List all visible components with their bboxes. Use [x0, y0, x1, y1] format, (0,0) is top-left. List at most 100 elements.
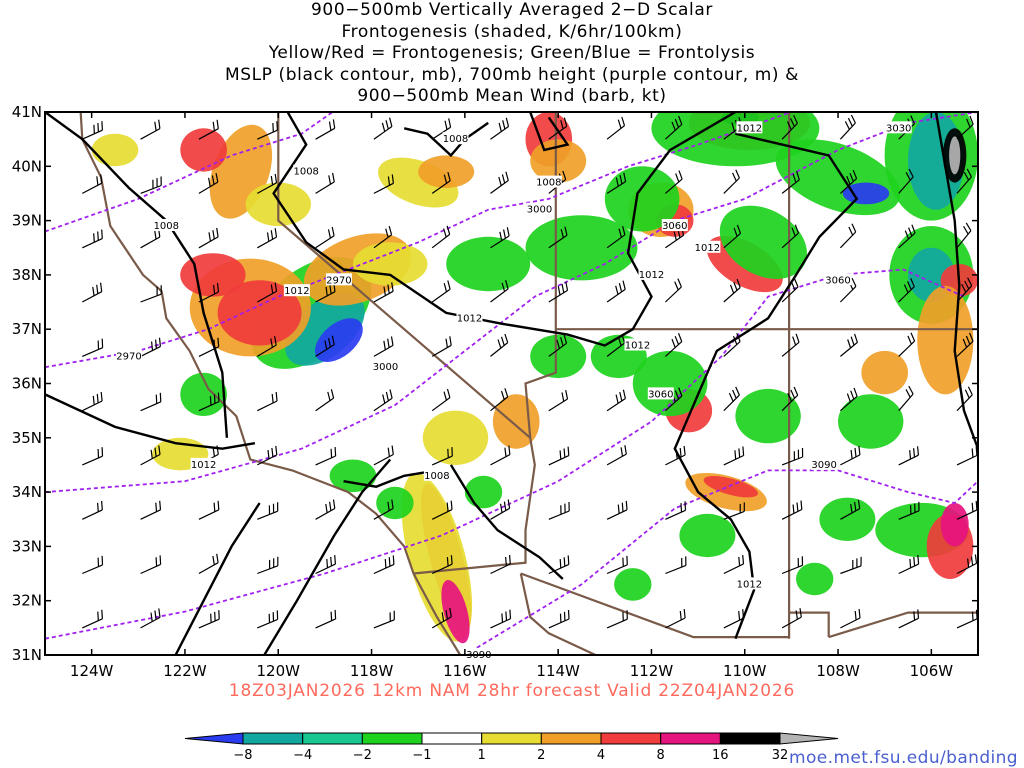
barb-flag [212, 447, 215, 457]
barb-shaft [606, 181, 626, 194]
barb-shaft [665, 234, 684, 249]
wind-barb [956, 446, 978, 466]
barb-shaft [198, 291, 219, 303]
wind-barb [198, 553, 219, 575]
barb-flag [967, 386, 973, 396]
mslp-label-bg [283, 284, 310, 297]
barb-shaft [198, 346, 219, 357]
wind-barb [548, 609, 570, 629]
colorbar-swatch [600, 732, 662, 745]
wind-barb [257, 502, 279, 520]
barb-flag [966, 168, 972, 178]
wind-barb [898, 332, 916, 357]
barb-flag [858, 445, 861, 455]
wind-barb [198, 227, 219, 249]
lat-label: 39N [12, 212, 42, 230]
lat-label: 35N [12, 429, 42, 447]
state-border [694, 112, 791, 639]
barb-flag [101, 500, 103, 510]
barb-flag [159, 392, 162, 402]
wind-barb [140, 445, 161, 466]
barb-flag [790, 281, 796, 291]
barb-flag [448, 118, 452, 128]
lat-label: 40N [12, 157, 42, 175]
barb-flag [795, 333, 800, 343]
barb-flag [447, 171, 451, 181]
barb-shaft [431, 616, 452, 629]
barb-flag [447, 280, 451, 290]
barb-flag [213, 284, 216, 295]
mslp-contour [449, 464, 564, 580]
barb-shaft [723, 287, 741, 303]
barb-flag [917, 609, 920, 619]
barb-flag [329, 501, 332, 511]
barb-flag [92, 395, 95, 405]
barb-flag [729, 284, 735, 294]
mslp-label: 1012 [457, 313, 482, 324]
barb-flag [562, 170, 567, 180]
barb-flag [846, 175, 851, 185]
barb-flag [913, 556, 916, 567]
barb-shaft [315, 618, 336, 629]
wind-barb [606, 334, 626, 357]
barb-flag [212, 230, 215, 240]
wind-barb [548, 555, 570, 575]
barb-flag [556, 339, 560, 349]
barb-flag [621, 502, 624, 512]
barb-flag [961, 283, 967, 293]
mslp-label: 1008 [443, 134, 468, 145]
wind-barb [606, 389, 626, 412]
wind-barb [781, 386, 799, 412]
barb-flag [332, 499, 336, 509]
barb-flag [497, 339, 502, 349]
barb-flag [733, 227, 738, 237]
barb-shaft [781, 341, 800, 357]
wind-barb [198, 500, 220, 520]
barb-shaft [548, 342, 567, 357]
barb-flag [680, 503, 683, 513]
barb-flag [560, 228, 564, 238]
barb-flag [967, 558, 970, 568]
barb-shaft [898, 176, 914, 194]
wind-barb [839, 169, 858, 194]
mslp-contour [272, 112, 737, 347]
barb-shaft [956, 618, 978, 629]
mslp-contour [529, 112, 570, 152]
barb-flag [158, 337, 161, 347]
barb-shaft [257, 454, 278, 466]
barb-flag [962, 338, 968, 348]
shade-blob [418, 155, 475, 188]
barb-flag [445, 610, 449, 620]
barb-flag [738, 611, 741, 621]
barb-shaft [723, 563, 744, 575]
lon-label: 110W [723, 662, 767, 680]
barb-shaft [82, 509, 103, 520]
lat-label: 41N [12, 103, 42, 121]
barb-flag [908, 385, 914, 395]
barb-flag [854, 501, 857, 511]
wind-barb [140, 608, 161, 629]
colorbar-swatch [540, 732, 602, 745]
wind-barb [781, 447, 804, 466]
barb-shaft [665, 454, 686, 466]
barb-shaft [315, 291, 336, 303]
barb-flag [325, 503, 328, 513]
lat-label: 31N [12, 646, 42, 664]
mslp-contour [45, 112, 229, 438]
wind-barb [490, 227, 510, 249]
barb-flag [266, 232, 270, 242]
wind-barb [664, 332, 683, 357]
wind-barb [839, 223, 857, 249]
barb-flag [501, 174, 506, 184]
barb-flag [449, 607, 452, 617]
colorbar-label: 2 [537, 748, 545, 763]
credit-link[interactable]: moe.met.fsu.edu/banding [789, 748, 1018, 768]
wind-barb [956, 500, 978, 520]
barb-shaft [490, 507, 510, 520]
barb-flag [615, 285, 619, 295]
barb-flag [732, 335, 738, 345]
barb-flag [328, 337, 331, 348]
barb-flag [217, 337, 220, 347]
barb-flag [276, 121, 278, 131]
wind-barb [781, 114, 798, 140]
